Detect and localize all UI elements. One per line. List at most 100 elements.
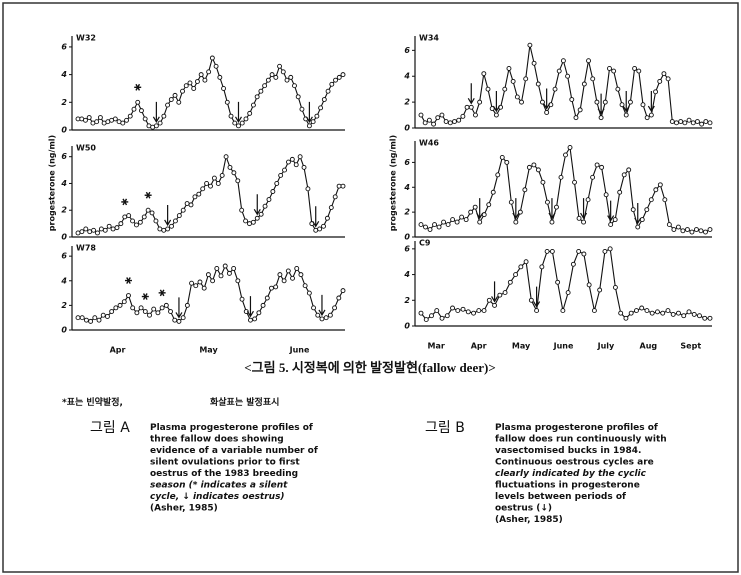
data-point	[184, 302, 190, 308]
data-point	[302, 283, 308, 289]
series-line	[420, 45, 711, 125]
caption-line: fallow does run continuously with	[495, 435, 667, 445]
data-point	[591, 308, 597, 314]
data-point	[172, 218, 178, 224]
data-point	[445, 222, 451, 228]
data-point	[576, 215, 582, 221]
x-tick-label: Aug	[640, 342, 658, 351]
data-point	[269, 72, 275, 78]
data-point	[435, 115, 441, 121]
data-point	[117, 302, 123, 308]
data-point	[554, 204, 559, 210]
data-point	[681, 313, 687, 319]
data-point	[707, 120, 713, 126]
star-stroke	[122, 198, 128, 206]
y-tick-label: 6	[61, 42, 67, 51]
caption-line: vasectomised bucks in 1984.	[495, 446, 641, 456]
data-point	[165, 102, 171, 108]
data-point	[431, 121, 437, 127]
data-point	[418, 112, 424, 118]
data-point	[535, 81, 541, 87]
data-point	[184, 201, 190, 206]
data-point	[83, 317, 89, 323]
data-point	[280, 69, 286, 75]
data-point	[510, 78, 516, 84]
data-point	[135, 99, 141, 105]
y-tick-label: 2	[61, 98, 67, 107]
data-point	[549, 219, 555, 225]
data-point	[157, 120, 163, 126]
data-point	[699, 121, 705, 127]
data-point	[581, 251, 587, 257]
data-point	[549, 248, 555, 254]
data-point	[247, 221, 252, 227]
data-point	[153, 218, 159, 224]
data-point	[436, 224, 442, 230]
data-point	[486, 202, 492, 208]
data-point	[336, 74, 342, 80]
data-point	[615, 86, 621, 92]
data-point	[694, 227, 699, 232]
oestrus-arrow	[476, 198, 484, 220]
data-point	[544, 110, 550, 115]
data-point	[155, 310, 161, 316]
data-point	[644, 308, 650, 314]
data-point	[618, 310, 624, 316]
data-point	[325, 88, 331, 94]
caption-line: (Asher, 1985)	[150, 504, 218, 514]
data-point	[96, 317, 102, 323]
data-point	[669, 119, 675, 124]
data-point	[314, 113, 320, 119]
oestrus-arrow	[622, 91, 630, 113]
oestrus-arrow	[164, 204, 172, 227]
data-point	[684, 227, 690, 232]
oestrus-arrow	[607, 200, 615, 222]
data-point	[635, 224, 641, 230]
x-tick-label: Apr	[110, 346, 126, 355]
caption-line: Continuous oestrous cycles are	[495, 458, 654, 468]
data-point	[254, 94, 260, 100]
data-point	[472, 112, 478, 118]
data-point	[481, 308, 487, 314]
data-point	[423, 317, 429, 323]
x-tick-label: July	[597, 342, 615, 351]
data-point	[490, 189, 496, 195]
data-point	[465, 309, 471, 315]
data-point	[459, 214, 465, 220]
data-point	[284, 77, 290, 83]
data-point	[499, 154, 505, 160]
data-point	[481, 71, 487, 77]
data-point	[180, 88, 185, 94]
x-tick-label: June	[553, 342, 574, 351]
data-point	[315, 312, 321, 318]
star-stroke	[135, 83, 141, 91]
data-point	[707, 315, 713, 321]
data-point	[450, 305, 455, 311]
data-point	[176, 99, 182, 105]
data-point	[477, 99, 483, 105]
silent-cycle-star	[121, 198, 129, 206]
data-point	[630, 207, 636, 213]
data-point	[689, 229, 695, 235]
data-point	[305, 186, 311, 192]
data-point	[153, 123, 159, 129]
data-point	[492, 302, 498, 308]
data-point	[527, 42, 533, 48]
data-point	[114, 225, 120, 231]
caption-label: 그림 A	[90, 420, 130, 436]
data-point	[340, 72, 346, 78]
data-point	[209, 55, 215, 61]
data-point	[544, 248, 550, 254]
oestrus-arrow	[305, 101, 313, 124]
data-point	[228, 113, 234, 119]
data-point	[134, 222, 139, 228]
data-point	[531, 60, 537, 66]
data-point	[628, 310, 634, 316]
data-point	[698, 228, 704, 234]
data-point	[98, 226, 104, 232]
data-point	[660, 310, 666, 316]
data-point	[298, 272, 304, 278]
data-point	[235, 278, 241, 284]
data-point	[680, 228, 686, 234]
